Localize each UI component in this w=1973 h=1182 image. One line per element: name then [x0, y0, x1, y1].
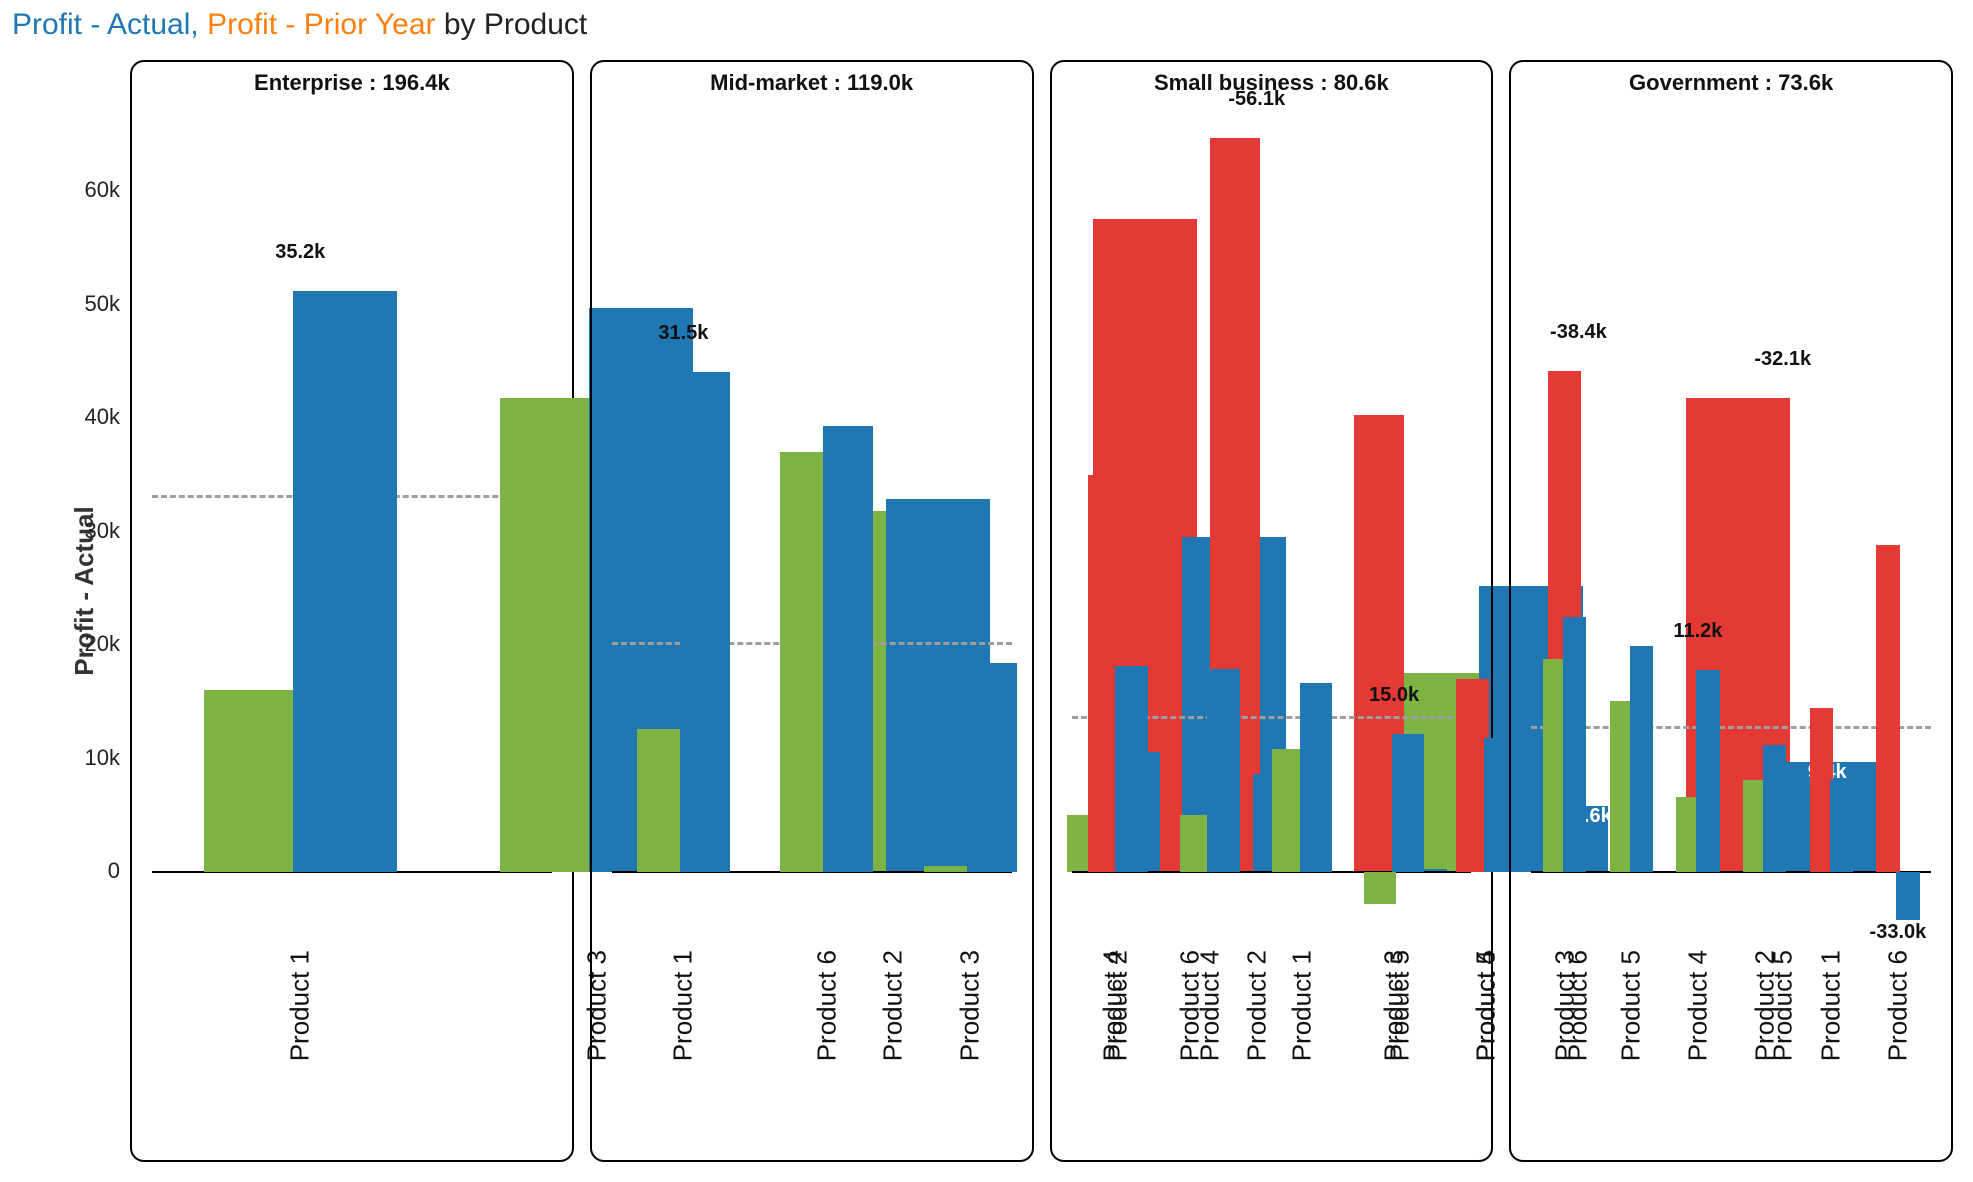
bar-actual	[1763, 745, 1786, 872]
y-axis-tick-label: 50k	[85, 291, 120, 317]
bar-actual	[1630, 646, 1653, 872]
x-axis-label: Product 3	[1379, 950, 1410, 1061]
x-axis-label: Product 1	[668, 950, 699, 1061]
plot-area: 15.0k-38.4k5.6k	[1072, 112, 1472, 940]
bar-prior	[1364, 872, 1396, 904]
x-axis-label: Product 1	[1816, 950, 1847, 1061]
x-axis-label: Product 3	[1549, 950, 1580, 1061]
x-axis-labels: Product 2Product 4Product 1Product 3Prod…	[1072, 950, 1472, 1150]
bar-actual	[1563, 617, 1586, 872]
y-axis-tick-label: 0	[108, 858, 120, 884]
bar-actual	[1830, 780, 1853, 872]
panel-title: Government : 73.6k	[1511, 70, 1951, 96]
bar-actual	[1896, 872, 1919, 920]
panel: Enterprise : 196.4k35.2k-32.1k9.4kProduc…	[130, 60, 574, 1162]
bar-actual	[1300, 683, 1332, 872]
y-axis-tick-label: 30k	[85, 518, 120, 544]
x-axis-label: Product 1	[1286, 950, 1317, 1061]
y-axis-tick-label: 40k	[85, 404, 120, 430]
bar-annotation: 31.5k	[658, 322, 708, 345]
bar-annotation: 11.2k	[1673, 620, 1722, 643]
plot-area: 31.5k-56.1k	[612, 112, 1012, 940]
panel-title: Enterprise : 196.4k	[132, 70, 572, 96]
bar-actual	[1115, 666, 1147, 872]
bar-actual	[1207, 669, 1239, 872]
avg-line	[1531, 726, 1931, 729]
x-axis-label: Product 6	[811, 950, 842, 1061]
panel-title: Small business : 80.6k	[1052, 70, 1492, 96]
chart-title: Profit - Actual, Profit - Prior Year by …	[12, 8, 587, 42]
panel: Mid-market : 119.0k 31.5k-56.1k Product 1 P…	[590, 60, 1034, 1162]
panels-row: Enterprise : 196.4k35.2k-32.1k9.4kProduc…	[130, 60, 1953, 1162]
zero-baseline	[1531, 871, 1931, 873]
title-actual-label: Profit - Actual	[12, 8, 190, 41]
x-axis-labels: Product 1Product 3Product 2Product 6Prod…	[152, 950, 552, 1150]
plot-area: 35.2k-32.1k9.4k	[152, 112, 552, 940]
bar-actual	[823, 426, 873, 872]
bar-actual	[1696, 670, 1719, 872]
x-axis-label: Product 3	[955, 950, 986, 1061]
bar-annotation: 15.0k	[1369, 684, 1419, 707]
x-axis-label: Product 2	[1102, 950, 1133, 1061]
x-axis-label: Product 4	[1194, 950, 1225, 1061]
bar-annotation: 35.2k	[275, 241, 325, 264]
plot-area: 11.2k-33.0k	[1531, 112, 1931, 940]
y-axis-tick-label: 10k	[85, 745, 120, 771]
bar-actual	[967, 663, 1017, 872]
x-axis-labels: Product 3 Product 5 Product 4 Product 2 Prod…	[1531, 950, 1931, 1150]
x-axis-label: Product 6	[1882, 950, 1913, 1061]
panel-title: Mid-market : 119.0k	[592, 70, 1032, 96]
x-axis-label: Product 2	[1749, 950, 1780, 1061]
bar-prior	[1876, 545, 1899, 872]
x-axis-label: Product 4	[1682, 950, 1713, 1061]
title-sep: ,	[190, 8, 207, 41]
bar-actual	[293, 291, 397, 872]
y-axis-tick-label: 20k	[85, 631, 120, 657]
x-axis-label: Product 5	[1471, 950, 1502, 1061]
x-axis-label: Product 5	[1616, 950, 1647, 1061]
bar-actual	[1392, 734, 1424, 872]
x-axis-label: Product 1	[285, 950, 316, 1061]
panel: Government : 73.6k11.2k-33.0kProduct 3Pr…	[1509, 60, 1953, 1162]
bar-annotation: -33.0k	[1870, 921, 1927, 944]
y-axis-tick-label: 60k	[85, 177, 120, 203]
title-by-text: by Product	[436, 8, 588, 41]
panel: Small business : 80.6k 15.0k-38.4k5.6k Pro…	[1050, 60, 1494, 1162]
x-axis-labels: Product 1Product 6Product 3Product 4Prod…	[612, 950, 1012, 1150]
bar-actual	[680, 372, 730, 872]
title-prior-label: Profit - Prior Year	[207, 8, 435, 41]
